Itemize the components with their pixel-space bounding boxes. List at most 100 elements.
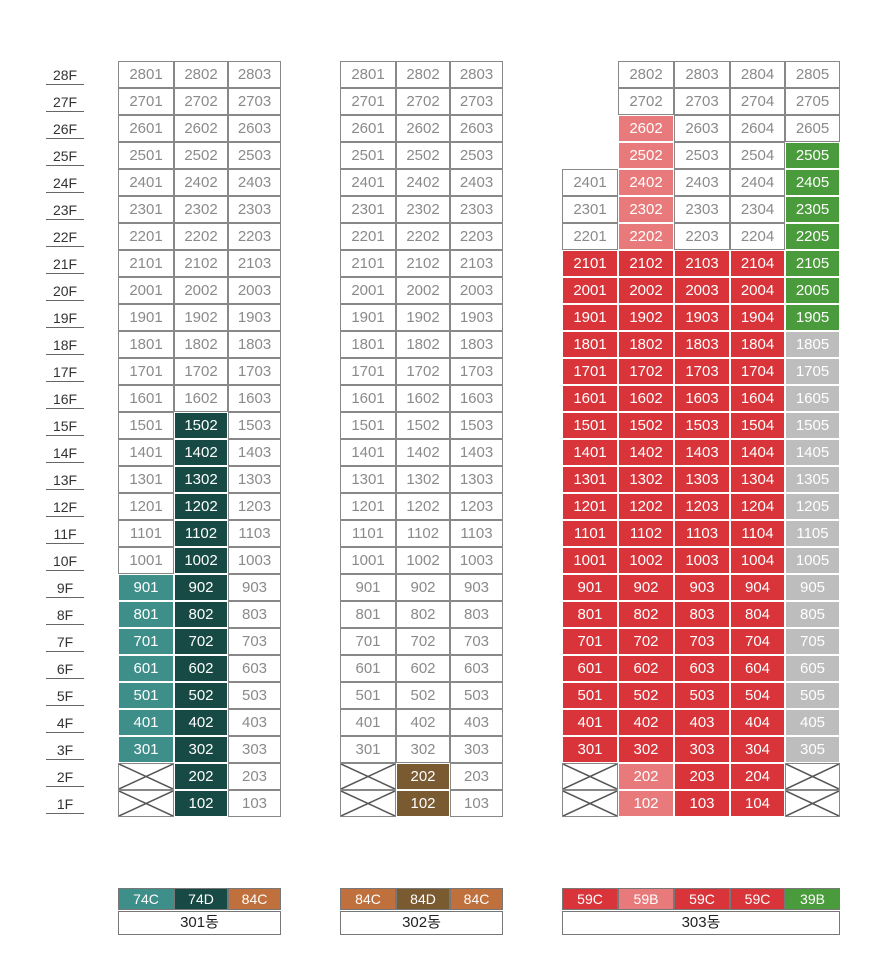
unit-cell[interactable]: 1102 — [618, 520, 674, 547]
unit-cell[interactable]: 401 — [340, 709, 396, 736]
unit-cell[interactable]: 2504 — [730, 142, 785, 169]
unit-cell[interactable]: 501 — [118, 682, 174, 709]
unit-cell[interactable]: 1503 — [674, 412, 730, 439]
unit-cell[interactable]: 1002 — [174, 547, 228, 574]
unit-cell[interactable]: 2703 — [674, 88, 730, 115]
unit-cell[interactable]: 2203 — [450, 223, 503, 250]
unit-cell[interactable]: 602 — [396, 655, 450, 682]
unit-cell[interactable]: 2405 — [785, 169, 840, 196]
unit-cell[interactable]: 1402 — [174, 439, 228, 466]
unit-cell[interactable]: 803 — [450, 601, 503, 628]
unit-cell[interactable]: 2101 — [340, 250, 396, 277]
unit-cell[interactable]: 1602 — [618, 385, 674, 412]
unit-cell[interactable]: 2101 — [118, 250, 174, 277]
unit-cell[interactable]: 1704 — [730, 358, 785, 385]
unit-cell[interactable]: 1103 — [450, 520, 503, 547]
unit-cell[interactable]: 1603 — [674, 385, 730, 412]
unit-cell[interactable]: 2105 — [785, 250, 840, 277]
unit-cell[interactable]: 702 — [396, 628, 450, 655]
unit-cell[interactable]: 703 — [450, 628, 503, 655]
unit-cell[interactable]: 1305 — [785, 466, 840, 493]
unit-cell[interactable]: 2001 — [340, 277, 396, 304]
unit-cell[interactable]: 1001 — [340, 547, 396, 574]
unit-cell[interactable]: 1303 — [674, 466, 730, 493]
unit-cell[interactable]: 2005 — [785, 277, 840, 304]
unit-cell[interactable]: 2201 — [562, 223, 618, 250]
unit-cell[interactable]: 901 — [118, 574, 174, 601]
unit-cell[interactable]: 202 — [396, 763, 450, 790]
unit-cell[interactable]: 1402 — [618, 439, 674, 466]
unit-cell[interactable]: 1204 — [730, 493, 785, 520]
unit-cell[interactable]: 1903 — [674, 304, 730, 331]
unit-cell[interactable]: 1601 — [562, 385, 618, 412]
unit-cell[interactable]: 601 — [118, 655, 174, 682]
unit-cell[interactable]: 304 — [730, 736, 785, 763]
unit-cell[interactable]: 204 — [730, 763, 785, 790]
unit-cell[interactable]: 1202 — [396, 493, 450, 520]
unit-cell[interactable]: 903 — [228, 574, 281, 601]
unit-cell[interactable]: 1501 — [562, 412, 618, 439]
unit-cell[interactable]: 904 — [730, 574, 785, 601]
unit-cell[interactable]: 1104 — [730, 520, 785, 547]
unit-cell[interactable]: 1502 — [618, 412, 674, 439]
unit-cell[interactable]: 2001 — [118, 277, 174, 304]
unit-cell[interactable]: 2303 — [674, 196, 730, 223]
unit-cell[interactable]: 103 — [228, 790, 281, 817]
unit-cell[interactable]: 301 — [118, 736, 174, 763]
unit-cell[interactable]: 2403 — [450, 169, 503, 196]
unit-cell[interactable]: 2805 — [785, 61, 840, 88]
unit-cell[interactable]: 1303 — [228, 466, 281, 493]
unit-cell[interactable]: 2602 — [396, 115, 450, 142]
unit-cell[interactable]: 2302 — [618, 196, 674, 223]
unit-cell[interactable]: 1703 — [450, 358, 503, 385]
unit-cell[interactable]: 2603 — [228, 115, 281, 142]
unit-cell[interactable]: 1403 — [450, 439, 503, 466]
unit-cell[interactable]: 1502 — [396, 412, 450, 439]
unit-cell[interactable]: 2201 — [118, 223, 174, 250]
unit-cell[interactable]: 504 — [730, 682, 785, 709]
unit-cell[interactable]: 1404 — [730, 439, 785, 466]
unit-cell[interactable]: 1403 — [228, 439, 281, 466]
unit-cell[interactable]: 1601 — [118, 385, 174, 412]
unit-cell[interactable]: 203 — [228, 763, 281, 790]
unit-cell[interactable]: 1502 — [174, 412, 228, 439]
unit-cell[interactable]: 1901 — [118, 304, 174, 331]
unit-cell[interactable]: 702 — [618, 628, 674, 655]
unit-cell[interactable]: 2703 — [450, 88, 503, 115]
unit-cell[interactable]: 1803 — [228, 331, 281, 358]
unit-cell[interactable]: 1205 — [785, 493, 840, 520]
unit-cell[interactable]: 302 — [396, 736, 450, 763]
unit-cell[interactable]: 2102 — [396, 250, 450, 277]
unit-cell[interactable]: 2302 — [174, 196, 228, 223]
unit-cell[interactable]: 2503 — [228, 142, 281, 169]
unit-cell[interactable]: 1503 — [450, 412, 503, 439]
unit-cell[interactable]: 1803 — [674, 331, 730, 358]
unit-cell[interactable]: 1702 — [174, 358, 228, 385]
unit-cell[interactable]: 2502 — [174, 142, 228, 169]
unit-cell[interactable]: 2003 — [228, 277, 281, 304]
unit-cell[interactable]: 1604 — [730, 385, 785, 412]
unit-cell[interactable]: 302 — [174, 736, 228, 763]
unit-cell[interactable]: 1303 — [450, 466, 503, 493]
unit-cell[interactable]: 303 — [674, 736, 730, 763]
unit-cell[interactable]: 1505 — [785, 412, 840, 439]
unit-cell[interactable]: 2304 — [730, 196, 785, 223]
unit-cell[interactable]: 2402 — [174, 169, 228, 196]
unit-cell[interactable]: 203 — [450, 763, 503, 790]
unit-cell[interactable]: 905 — [785, 574, 840, 601]
unit-cell[interactable]: 1103 — [674, 520, 730, 547]
unit-cell[interactable]: 502 — [618, 682, 674, 709]
unit-cell[interactable]: 701 — [562, 628, 618, 655]
unit-cell[interactable]: 2803 — [228, 61, 281, 88]
unit-cell[interactable]: 1105 — [785, 520, 840, 547]
unit-cell[interactable]: 1901 — [562, 304, 618, 331]
unit-cell[interactable]: 2002 — [396, 277, 450, 304]
unit-cell[interactable]: 2702 — [618, 88, 674, 115]
unit-cell[interactable]: 2101 — [562, 250, 618, 277]
unit-cell[interactable]: 1003 — [228, 547, 281, 574]
unit-cell[interactable]: 2103 — [674, 250, 730, 277]
unit-cell[interactable]: 1202 — [618, 493, 674, 520]
unit-cell[interactable]: 402 — [396, 709, 450, 736]
unit-cell[interactable]: 1701 — [118, 358, 174, 385]
unit-cell[interactable]: 1602 — [174, 385, 228, 412]
